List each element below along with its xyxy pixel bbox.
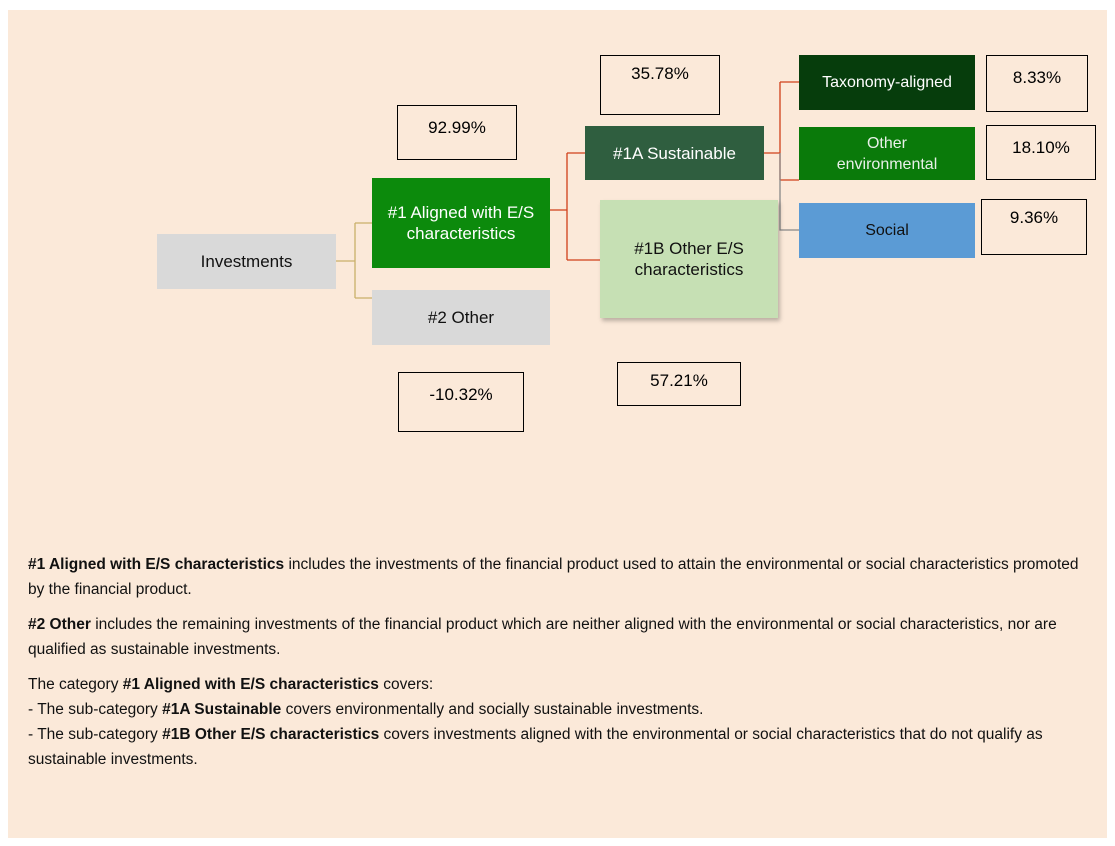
percentage-box: 92.99% — [397, 105, 517, 160]
node: Other environmental — [799, 127, 975, 180]
note-text: covers environmentally and socially sust… — [281, 701, 704, 718]
percentage-box: 9.36% — [981, 199, 1087, 255]
note-paragraph: The category #1 Aligned with E/S charact… — [28, 672, 1088, 772]
percentage-box: 18.10% — [986, 125, 1096, 180]
note-bold: #1A Sustainable — [162, 701, 282, 718]
note-bold: #1B Other E/S characteristics — [162, 726, 380, 743]
connector — [550, 152, 600, 261]
note-bold: #1 Aligned with E/S characteristics — [28, 556, 285, 573]
notes: #1 Aligned with E/S characteristics incl… — [28, 552, 1088, 782]
note-text: covers investments aligned with the envi… — [28, 726, 1043, 768]
note-text: - The sub-category — [28, 726, 163, 743]
note-paragraph: #2 Other includes the remaining investme… — [28, 612, 1088, 662]
note-text: covers: — [378, 676, 434, 693]
percentage-box: 8.33% — [986, 55, 1088, 112]
note-bold: #2 Other — [28, 616, 91, 633]
note-text: The category — [28, 676, 123, 693]
note-text: includes the remaining investments of th… — [28, 616, 1057, 658]
connector — [779, 153, 799, 231]
connector — [336, 222, 372, 299]
node: Investments — [157, 234, 336, 289]
node: Social — [799, 203, 975, 258]
note-paragraph: #1 Aligned with E/S characteristics incl… — [28, 552, 1088, 602]
connector — [764, 81, 799, 181]
percentage-box: -10.32% — [398, 372, 524, 432]
node: #2 Other — [372, 290, 550, 345]
note-text: includes the investments of the financia… — [28, 556, 1079, 598]
node: #1A Sustainable — [585, 126, 764, 180]
node: #1B Other E/S characteristics — [600, 200, 778, 318]
percentage-box: 57.21% — [617, 362, 741, 406]
node: #1 Aligned with E/S characteristics — [372, 178, 550, 268]
node: Taxonomy-aligned — [799, 55, 975, 110]
percentage-box: 35.78% — [600, 55, 720, 115]
note-bold: #1 Aligned with E/S characteristics — [122, 676, 379, 693]
note-text: - The sub-category — [28, 701, 163, 718]
